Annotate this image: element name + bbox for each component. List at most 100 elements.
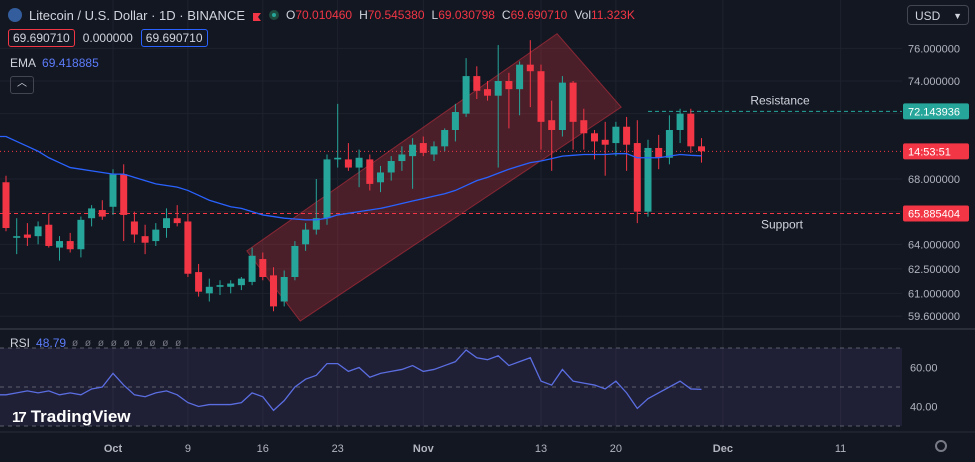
candle (644, 139, 652, 217)
countdown-tag-text: 14:53:51 (908, 146, 951, 158)
candle-body (152, 229, 160, 242)
settings-icon[interactable] (935, 440, 947, 452)
candle-body (548, 120, 556, 130)
candle-body (430, 146, 438, 155)
collapse-legend-button[interactable]: ︿ (10, 76, 34, 94)
candle (195, 263, 203, 297)
candle (13, 218, 21, 255)
candle (216, 280, 224, 295)
candle-body (377, 172, 384, 183)
candle-body (355, 157, 363, 168)
ohlc-values: O70.010460 H70.545380 L69.030798 C69.690710… (286, 8, 635, 22)
candle-body (591, 133, 598, 142)
candle-body (66, 241, 74, 250)
candle (601, 121, 609, 176)
candle-body (270, 275, 277, 307)
candle-body (216, 285, 224, 287)
ohlc-item: O70.010460 (286, 8, 352, 22)
candle (558, 76, 566, 137)
candle (173, 205, 181, 227)
candle (377, 165, 384, 193)
candle-body (2, 182, 10, 228)
candle (98, 200, 106, 220)
candle-body (56, 241, 63, 248)
candle (655, 134, 663, 170)
support-price-tag: 65.885404 (903, 205, 969, 222)
candle-body (441, 130, 449, 147)
price-tick-label: 74.000000 (908, 76, 960, 88)
rsi-legend[interactable]: RSI 48.79 ø ø ø ø ø ø ø ø ø (10, 336, 183, 350)
candle (451, 103, 459, 142)
candle (633, 120, 641, 224)
flag-icon[interactable] (252, 10, 262, 21)
candle-body (88, 208, 96, 219)
candle-body (248, 255, 256, 282)
candle (698, 138, 705, 163)
candle (344, 143, 352, 171)
indicator-controls-icon[interactable]: ø ø ø ø ø ø ø ø ø (72, 337, 184, 349)
resistance-price-tag: 72.143936 (903, 103, 969, 120)
rsi-panel: 60.00 40.00 (0, 328, 975, 427)
chevron-down-icon: ▼ (953, 11, 962, 21)
time-tick-label: Dec (713, 443, 733, 455)
candle (184, 213, 192, 277)
ohlc-item: L69.030798 (432, 8, 495, 22)
candle (462, 58, 470, 117)
time-tick-label: 23 (332, 443, 344, 455)
candle (130, 211, 138, 243)
candle (270, 267, 277, 312)
candle-body (505, 81, 513, 90)
ema-line (0, 135, 702, 221)
candle-body (676, 113, 684, 130)
candle-body (291, 245, 299, 277)
time-tick-label: 20 (610, 443, 622, 455)
candle-body (516, 64, 524, 90)
support-price-tag-bg (903, 205, 969, 222)
candle (291, 241, 299, 281)
buy-price[interactable]: 69.690710 (140, 29, 208, 47)
candle-body (473, 76, 481, 91)
tradingview-logo: 17 TradingView (12, 407, 131, 427)
ema-value: 69.418885 (42, 56, 99, 70)
candle-body (259, 259, 267, 277)
ohlc-item: Vol11.323K (574, 8, 635, 22)
candlestick-series (2, 40, 705, 312)
spread-value: 0.000000 (82, 31, 133, 45)
candle-body (633, 143, 641, 212)
candle-body (419, 143, 427, 153)
candle-body (98, 210, 106, 217)
symbol-title[interactable]: Litecoin / U.S. Dollar · 1D · BINANCE (29, 7, 246, 23)
candle-body (484, 89, 491, 96)
sell-price[interactable]: 69.690710 (8, 29, 75, 47)
currency-select[interactable]: USD ▼ (907, 5, 969, 25)
candle-body (580, 120, 588, 134)
candle-body (665, 130, 673, 158)
candle (77, 216, 85, 258)
price-tick-label: 64.000000 (908, 239, 960, 251)
candle (259, 252, 267, 281)
candle (323, 154, 331, 225)
ohlc-key: C (501, 8, 511, 22)
ohlc-value: 69.030798 (438, 8, 495, 22)
candle (419, 136, 427, 157)
candle-body (537, 71, 545, 122)
price-axis-bg (902, 30, 975, 330)
ema-legend[interactable]: EMA 69.418885 (10, 56, 99, 70)
rsi-tick-label: 40.00 (910, 402, 938, 414)
ohlc-item: H70.545380 (359, 8, 424, 22)
candle (676, 108, 684, 144)
price-tick-label: 68.000000 (908, 174, 960, 186)
candle (494, 45, 502, 168)
candle-body (323, 159, 331, 219)
candle-body (184, 221, 192, 274)
price-channel (246, 32, 623, 322)
candle-body (109, 174, 117, 207)
candle (280, 270, 288, 307)
resistance-price-tag-bg (903, 103, 969, 120)
ohlc-key: Vol (574, 8, 592, 22)
candle-body (462, 76, 470, 114)
candle (120, 164, 128, 242)
candle (387, 156, 395, 181)
candle (237, 277, 245, 291)
